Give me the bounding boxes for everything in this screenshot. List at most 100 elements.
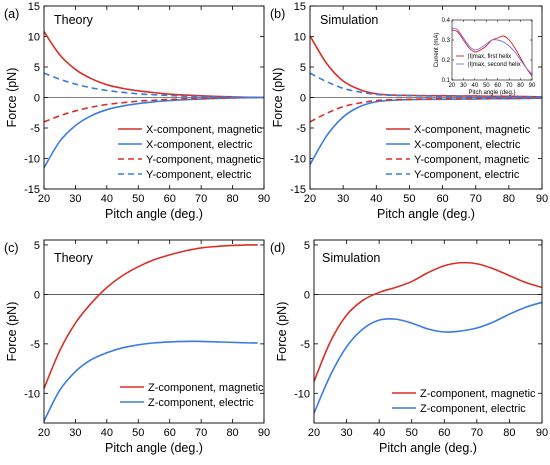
legend-entry: |I|max, second helix xyxy=(468,62,521,68)
x-tick-label: 40 xyxy=(472,83,479,89)
panel-d: 20 30 40 50 60 70 80 90 -10 -5 0 5 Pitch angle (deg.… xyxy=(270,239,548,455)
series-line-2 xyxy=(43,96,265,123)
x-axis-label: Pitch angle (deg.) xyxy=(468,90,515,96)
panel-label: (d) xyxy=(270,241,285,255)
y-tick-label: 0 xyxy=(34,289,40,301)
x-tick-label: 60 xyxy=(438,427,450,439)
x-tick-label: 50 xyxy=(403,193,415,205)
series-line-3 xyxy=(309,72,543,98)
x-tick-label: 30 xyxy=(69,193,81,205)
y-axis-label: Force (pN) xyxy=(275,302,289,362)
x-tick-label: 90 xyxy=(258,427,270,439)
panel-title: Simulation xyxy=(322,251,380,265)
inset-background xyxy=(452,20,532,80)
y-tick-label: 5 xyxy=(34,62,40,74)
plot-frame xyxy=(313,239,543,424)
legend-entry: X-component, electric xyxy=(414,139,521,151)
y-tick-label: 0 xyxy=(34,93,40,105)
x-axis-label: Pitch angle (deg.) xyxy=(105,441,203,455)
y-tick-label: 0.2 xyxy=(442,58,451,64)
y-tick-label: 0.4 xyxy=(442,18,451,24)
x-tick-label: 70 xyxy=(506,83,513,89)
x-tick-label: 20 xyxy=(38,427,50,439)
x-tick-label: 40 xyxy=(370,193,382,205)
y-tick-label: 10 xyxy=(294,32,306,44)
legend-entry: Z-component, electric xyxy=(420,403,526,415)
y-tick-label: 0 xyxy=(300,93,306,105)
y-tick-label: -15 xyxy=(24,184,40,196)
y-tick-label: 5 xyxy=(34,240,40,252)
panel-inset: 20 30 40 50 60 70 80 90 0.1 0.2 0.3 0.4 Pitch angle … xyxy=(434,18,536,96)
panel-b: 20 30 40 50 60 70 80 90 -15 -10 -5 0 5 10 15 Pitch angl… xyxy=(270,1,548,221)
series-line-2 xyxy=(309,97,543,123)
x-tick-label: 30 xyxy=(337,193,349,205)
x-tick-label: 90 xyxy=(536,193,548,205)
x-tick-label: 70 xyxy=(195,193,207,205)
series-line-0 xyxy=(43,244,258,389)
x-tick-label: 70 xyxy=(195,427,207,439)
legend-entry: Z-component, magnetic xyxy=(420,388,536,400)
y-tick-label: -15 xyxy=(290,184,306,196)
x-tick-label: 80 xyxy=(517,83,524,89)
y-tick-label: -10 xyxy=(294,388,310,400)
x-tick-label: 50 xyxy=(132,427,144,439)
y-axis-label: Force (pN) xyxy=(5,68,19,128)
legend-entry: Y-component, electric xyxy=(414,169,520,181)
y-tick-label: 5 xyxy=(300,62,306,74)
x-tick-label: 50 xyxy=(406,427,418,439)
x-tick-label: 20 xyxy=(449,83,456,89)
y-tick-label: -10 xyxy=(24,154,40,166)
x-tick-label: 70 xyxy=(471,427,483,439)
legend-entry: X-component, magnetic xyxy=(414,124,531,136)
series-line-1 xyxy=(313,301,543,414)
x-tick-label: 90 xyxy=(258,193,270,205)
series-line-1 xyxy=(43,340,258,422)
x-axis-label: Pitch angle (deg.) xyxy=(105,207,203,221)
x-axis-label: Pitch angle (deg.) xyxy=(377,207,475,221)
y-tick-label: -5 xyxy=(30,123,40,135)
panel-a: 20 30 40 50 60 70 80 90 -15 -10 -5 0 5 10 15 Pitch angl… xyxy=(4,1,270,221)
panel-c: 20 30 40 50 60 70 80 90 -10 -5 0 5 Pitch angle (deg.… xyxy=(4,239,270,455)
x-axis-label: Pitch angle (deg.) xyxy=(379,441,477,455)
x-tick-label: 90 xyxy=(536,427,548,439)
x-tick-label: 40 xyxy=(101,193,113,205)
y-tick-label: 10 xyxy=(28,32,40,44)
legend-entry: |I|max, first helix xyxy=(468,54,511,60)
x-tick-label: 90 xyxy=(529,83,536,89)
x-tick-label: 60 xyxy=(164,193,176,205)
y-tick-label: -5 xyxy=(30,339,40,351)
panel-title: Simulation xyxy=(320,13,378,27)
series-line-1 xyxy=(309,97,543,165)
y-tick-label: 0.3 xyxy=(442,38,451,44)
x-tick-label: 80 xyxy=(226,427,238,439)
x-tick-label: 60 xyxy=(494,83,501,89)
legend-entry: Z-component, electric xyxy=(148,397,254,409)
y-tick-label: 5 xyxy=(304,240,310,252)
x-tick-label: 30 xyxy=(69,427,81,439)
series-line-0 xyxy=(313,261,543,382)
legend-entry: Y-component, magnetic xyxy=(414,154,530,166)
x-tick-label: 50 xyxy=(132,193,144,205)
legend-entry: X-component, electric xyxy=(146,139,253,151)
legend-entry: Y-component, electric xyxy=(146,169,252,181)
series-line-0 xyxy=(309,35,543,98)
y-tick-label: 0 xyxy=(304,289,310,301)
x-tick-label: 30 xyxy=(460,83,467,89)
x-tick-label: 70 xyxy=(470,193,482,205)
y-tick-label: -5 xyxy=(296,123,306,135)
legend-entry: Z-component, magnetic xyxy=(148,382,264,394)
y-axis-label: Force (pN) xyxy=(271,68,285,128)
panel-title: Theory xyxy=(54,13,94,27)
legend-entry: Y-component, magnetic xyxy=(146,154,262,166)
plot-frame xyxy=(43,5,265,190)
x-tick-label: 80 xyxy=(503,427,515,439)
x-tick-label: 80 xyxy=(226,193,238,205)
x-tick-label: 30 xyxy=(340,427,352,439)
panel-label: (c) xyxy=(4,241,19,255)
y-axis-label: Current (mA) xyxy=(434,33,440,68)
y-tick-label: 0.1 xyxy=(442,78,451,84)
x-tick-label: 20 xyxy=(304,193,316,205)
legend-entry: X-component, magnetic xyxy=(146,124,263,136)
y-tick-label: -10 xyxy=(290,154,306,166)
plot-frame xyxy=(43,239,265,424)
